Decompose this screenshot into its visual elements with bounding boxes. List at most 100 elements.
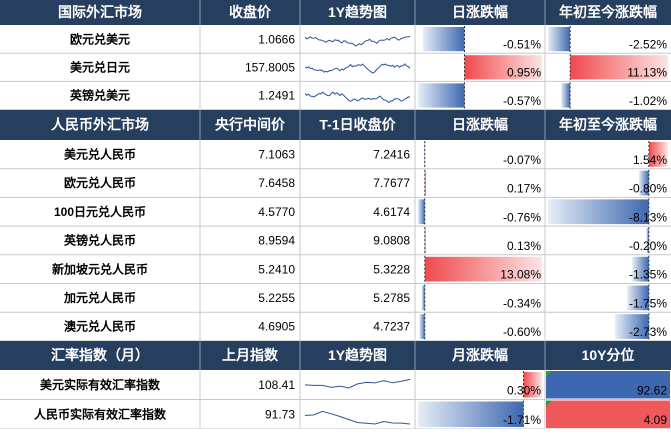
value-cell: 1.54% xyxy=(633,153,667,167)
value-cell: -1.71% xyxy=(503,413,541,427)
data-bar xyxy=(418,401,524,427)
data-bar xyxy=(638,170,649,196)
sparkline xyxy=(304,378,411,389)
data-bar xyxy=(419,314,425,339)
row-name: 欧元兑美元 xyxy=(70,31,130,46)
sparkline xyxy=(304,63,411,74)
percentile-fill xyxy=(546,400,670,428)
value-cell: 0.95% xyxy=(507,66,541,80)
value-cell: 5.2410 xyxy=(258,262,295,276)
value-cell: 4.5770 xyxy=(258,205,295,219)
header-bg xyxy=(0,0,671,25)
value-cell: -0.76% xyxy=(503,210,541,224)
header-cell: 年初至今涨跌幅 xyxy=(559,117,657,133)
value-cell: 4.09 xyxy=(644,413,668,427)
data-bar xyxy=(421,285,425,311)
corner-flag xyxy=(546,400,552,407)
value-cell: 0.17% xyxy=(507,182,541,196)
row-name: 美元兑人民币 xyxy=(64,147,136,162)
value-cell: 7.7677 xyxy=(373,176,410,190)
data-bar xyxy=(548,27,571,52)
data-bar xyxy=(627,285,649,311)
value-cell: 157.8005 xyxy=(245,60,295,74)
header-cell: 国际外汇市场 xyxy=(58,4,142,20)
header-cell: 汇率指数（月） xyxy=(51,347,149,363)
value-cell: 11.13% xyxy=(627,66,667,80)
value-cell: 4.7237 xyxy=(373,320,410,334)
row-name: 英镑兑美元 xyxy=(70,88,130,103)
data-bar xyxy=(561,83,571,108)
value-cell: 4.6905 xyxy=(258,320,295,334)
data-bar xyxy=(523,372,542,398)
header-bg xyxy=(0,341,671,370)
corner-flag xyxy=(546,371,552,377)
data-bar xyxy=(424,170,427,196)
header-cell: 上月指数 xyxy=(222,347,279,363)
value-cell: 5.2255 xyxy=(258,291,295,305)
header-bg xyxy=(0,110,671,140)
header-cell: 央行中间价 xyxy=(215,117,286,133)
header-cell: 日涨跌幅 xyxy=(452,117,508,133)
value-cell: -1.35% xyxy=(629,268,667,282)
value-cell: 13.08% xyxy=(500,268,541,282)
value-cell: -0.51% xyxy=(503,37,541,51)
value-cell: -1.75% xyxy=(629,296,667,310)
value-cell: 8.9594 xyxy=(258,234,295,248)
row-name: 加元兑人民币 xyxy=(63,290,136,305)
value-cell: -0.60% xyxy=(503,325,541,339)
row-name: 美元兑日元 xyxy=(70,59,130,74)
row-name: 欧元兑人民币 xyxy=(64,175,136,190)
row-name: 澳元兑人民币 xyxy=(64,319,136,334)
value-cell: -1.02% xyxy=(629,94,667,108)
value-cell: 7.1063 xyxy=(258,148,295,162)
header-cell: 日涨跌幅 xyxy=(452,4,508,20)
data-bar xyxy=(646,228,649,253)
data-bar xyxy=(632,256,649,282)
value-cell: -0.57% xyxy=(503,94,541,108)
sparkline xyxy=(304,91,411,104)
header-cell: 年初至今涨跌幅 xyxy=(559,4,657,20)
value-cell: 7.6458 xyxy=(258,176,295,190)
header-cell: 月涨跌幅 xyxy=(451,347,508,363)
value-cell: 108.41 xyxy=(258,378,295,392)
row-name: 100日元兑人民币 xyxy=(54,204,146,219)
row-name: 人民币实际有效汇率指数 xyxy=(34,406,167,421)
data-bar xyxy=(548,199,649,225)
header-cell: 1Y趋势图 xyxy=(328,347,387,363)
value-cell: -8.13% xyxy=(629,210,667,224)
row-name: 新加坡元兑人民币 xyxy=(52,261,148,276)
value-cell: 5.2785 xyxy=(373,291,410,305)
value-cell: 7.2416 xyxy=(373,148,410,162)
value-cell: -0.34% xyxy=(503,296,541,310)
value-cell: 4.6174 xyxy=(373,205,410,219)
data-bar xyxy=(418,199,425,225)
sparkline xyxy=(304,410,411,425)
value-cell: -2.52% xyxy=(629,37,667,51)
value-cell: 91.73 xyxy=(265,407,295,421)
data-bar xyxy=(424,256,542,282)
sparkline xyxy=(304,35,411,47)
value-cell: 0.13% xyxy=(507,239,541,253)
header-cell: T-1日收盘价 xyxy=(319,117,396,133)
header-cell: 收盘价 xyxy=(229,4,272,20)
value-cell: -0.80% xyxy=(629,182,667,196)
data-bar xyxy=(422,27,465,52)
data-bar xyxy=(424,228,426,253)
value-cell: -2.73% xyxy=(629,325,667,339)
value-cell: 0.30% xyxy=(507,384,541,398)
value-cell: 9.0808 xyxy=(373,234,410,248)
header-cell: 人民币外汇市场 xyxy=(51,117,149,133)
percentile-fill xyxy=(546,371,670,399)
header-cell: 1Y趋势图 xyxy=(328,4,387,20)
data-bar xyxy=(464,55,542,80)
row-name: 美元实际有效汇率指数 xyxy=(40,377,161,392)
value-cell: -0.20% xyxy=(629,239,667,253)
value-cell: 5.3228 xyxy=(373,262,410,276)
value-cell: 1.0666 xyxy=(258,32,295,46)
data-bar xyxy=(418,83,465,108)
row-name: 英镑兑人民币 xyxy=(64,233,136,248)
header-cell: 10Y分位 xyxy=(582,347,635,363)
value-cell: 92.62 xyxy=(637,384,667,398)
data-bar xyxy=(615,314,649,339)
